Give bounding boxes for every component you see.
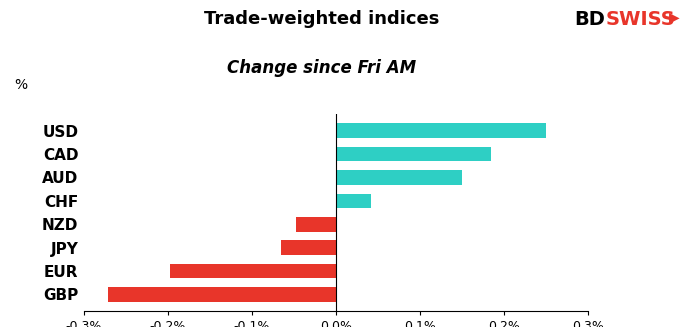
Bar <box>169 264 336 278</box>
Bar <box>295 217 336 232</box>
Bar <box>336 194 371 208</box>
Text: ▶: ▶ <box>668 10 679 24</box>
Bar <box>281 240 336 255</box>
Bar <box>336 147 491 161</box>
Text: SWISS: SWISS <box>606 10 676 29</box>
Text: BD: BD <box>574 10 605 29</box>
Text: Change since Fri AM: Change since Fri AM <box>228 59 416 77</box>
Bar <box>336 123 546 138</box>
Text: %: % <box>14 77 27 92</box>
Bar <box>336 170 462 185</box>
Bar <box>108 287 336 302</box>
Text: Trade-weighted indices: Trade-weighted indices <box>204 10 440 28</box>
